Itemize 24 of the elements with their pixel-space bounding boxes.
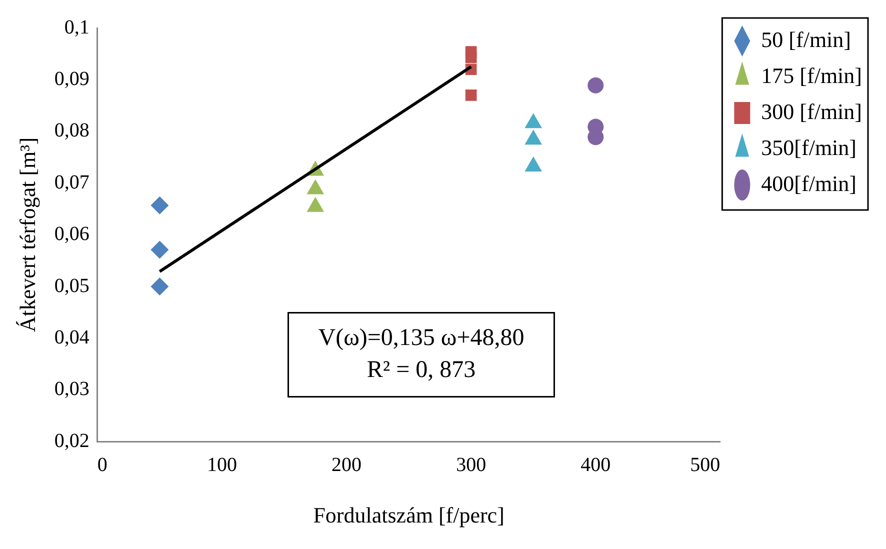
y-tick-label: 0,06: [54, 223, 90, 246]
legend-label: 300 [f/min]: [761, 98, 862, 124]
x-axis-title: Fordulatszám [f/perc]: [313, 502, 504, 528]
y-axis-title: Átkevert térfogat [m³]: [14, 137, 40, 332]
x-tick-label: 200: [332, 454, 362, 476]
y-tick-label: 0,04: [54, 326, 90, 348]
y-tick-label: 0,03: [54, 378, 90, 400]
y-tick-label: 0,05: [54, 274, 90, 297]
annotation: V(ω)=0,135 ω+48,80: [318, 325, 524, 352]
legend-label: 175 [f/min]: [761, 62, 862, 88]
legend-label: 350[f/min]: [761, 134, 857, 160]
legend-label: 400[f/min]: [761, 170, 857, 196]
annotation: R² = 0, 873: [366, 357, 476, 384]
legend-label: 50 [f/min]: [761, 26, 852, 52]
y-tick-label: 0,09: [54, 68, 90, 90]
x-tick-label: 400: [580, 454, 611, 476]
x-tick-label: 0: [97, 454, 108, 476]
y-tick-label: 0,08: [54, 120, 90, 142]
x-tick-label: 300: [456, 454, 486, 476]
y-tick-label: 0,02: [54, 430, 90, 452]
x-tick-label: 100: [206, 454, 237, 476]
y-tick-label: 0,1: [64, 16, 90, 38]
y-tick-label: 0,07: [54, 171, 90, 194]
x-tick-label: 500: [690, 454, 720, 476]
